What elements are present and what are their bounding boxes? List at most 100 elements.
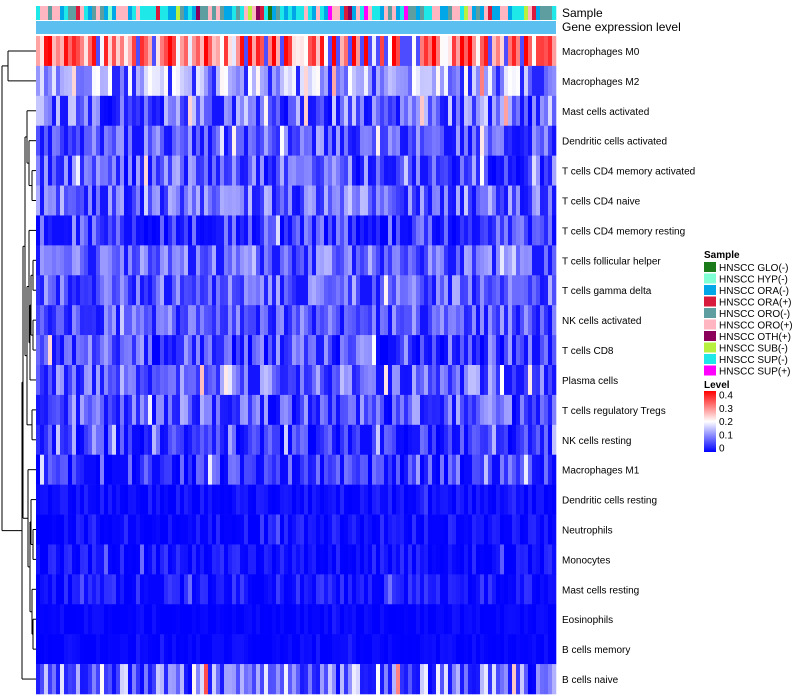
heatmap-cell [84, 365, 89, 396]
heatmap-cell [408, 305, 413, 336]
heatmap-cell [396, 604, 401, 635]
heatmap-cell [220, 664, 225, 695]
heatmap-cell [72, 335, 77, 366]
heatmap-cell [436, 65, 441, 97]
heatmap-cell [504, 394, 509, 426]
heatmap-cell [132, 185, 137, 216]
heatmap-cell [420, 185, 425, 216]
heatmap-cell [360, 394, 365, 426]
heatmap-cell [84, 514, 89, 545]
heatmap-cell [508, 574, 513, 605]
heatmap-cell [164, 215, 169, 246]
heatmap-cell [520, 36, 525, 67]
heatmap-cell [368, 454, 373, 485]
heatmap-cell [460, 394, 465, 426]
heatmap-cell [268, 514, 273, 545]
sample-legend-label: HNSCC OTH(+) [719, 332, 791, 343]
heatmap-cell [112, 155, 117, 186]
heatmap-cell [240, 65, 245, 97]
heatmap-cell [156, 454, 161, 485]
heatmap-cell [80, 95, 85, 127]
heatmap-cell [488, 215, 493, 246]
heatmap-cell [372, 544, 377, 575]
heatmap-cell [540, 514, 545, 545]
heatmap-cell [448, 185, 453, 216]
heatmap-cell [320, 215, 325, 246]
heatmap-cell [188, 125, 193, 156]
heatmap-cell [320, 634, 325, 665]
heatmap-cell [44, 335, 49, 366]
heatmap-cell [164, 394, 169, 426]
heatmap-cell [512, 335, 517, 366]
heatmap-cell [364, 514, 369, 545]
heatmap-cell [88, 454, 93, 485]
heatmap-cell [340, 424, 345, 456]
heatmap-cell [112, 484, 117, 515]
heatmap-cell [208, 484, 213, 515]
heatmap-cell [384, 544, 389, 575]
heatmap-cell [72, 604, 77, 635]
heatmap-cell [472, 514, 477, 545]
heatmap-cell [216, 275, 221, 306]
heatmap-cell [220, 484, 225, 515]
heatmap-cell [524, 95, 529, 127]
heatmap-cell [252, 95, 257, 127]
heatmap-cell [500, 454, 505, 485]
heatmap-cell [204, 36, 209, 67]
heatmap-cell [416, 365, 421, 396]
heatmap-cell [144, 604, 149, 635]
heatmap-cell [548, 634, 553, 665]
heatmap-cell [520, 335, 525, 366]
heatmap-cell [256, 604, 261, 635]
heatmap-cell [428, 574, 433, 605]
heatmap-cell [344, 185, 349, 216]
heatmap-cell [232, 335, 237, 366]
heatmap-cell [48, 65, 53, 97]
heatmap-cell [132, 365, 137, 396]
heatmap-cell [40, 454, 45, 485]
heatmap-cell [344, 245, 349, 276]
heatmap-cell [172, 36, 177, 67]
heatmap-cell [356, 544, 361, 575]
heatmap-cell [84, 185, 89, 216]
heatmap-cell [60, 245, 65, 276]
heatmap-cell [124, 245, 129, 276]
heatmap-cell [452, 185, 457, 216]
heatmap-cell [324, 574, 329, 605]
heatmap-cell [384, 125, 389, 156]
heatmap-cell [180, 484, 185, 515]
heatmap-cell [540, 365, 545, 396]
heatmap-cell [332, 275, 337, 306]
heatmap-cell [204, 305, 209, 336]
heatmap-cell [256, 365, 261, 396]
heatmap-cell [180, 275, 185, 306]
heatmap-cell [392, 365, 397, 396]
heatmap-cell [392, 305, 397, 336]
heatmap-cell [364, 65, 369, 97]
heatmap-cell [236, 574, 241, 605]
heatmap-cell [100, 335, 105, 366]
heatmap-cell [184, 185, 189, 216]
heatmap-cell [296, 394, 301, 426]
heatmap-cell [376, 484, 381, 515]
heatmap-cell [540, 215, 545, 246]
heatmap-cell [60, 155, 65, 186]
sample-cell [504, 6, 509, 20]
heatmap-cell [56, 305, 61, 336]
heatmap-cell [244, 65, 249, 97]
heatmap-cell [348, 65, 353, 97]
heatmap-cell [480, 424, 485, 456]
heatmap-cell [392, 484, 397, 515]
heatmap-cell [248, 394, 253, 426]
heatmap-cell [164, 95, 169, 127]
heatmap-cell [132, 514, 137, 545]
heatmap-cell [64, 215, 69, 246]
heatmap-cell [316, 484, 321, 515]
heatmap-cell [224, 604, 229, 635]
heatmap-cell [64, 65, 69, 97]
heatmap-cell [132, 245, 137, 276]
heatmap-cell [344, 95, 349, 127]
heatmap-cell [368, 424, 373, 456]
heatmap-cell [164, 634, 169, 665]
heatmap-cell [216, 424, 221, 456]
